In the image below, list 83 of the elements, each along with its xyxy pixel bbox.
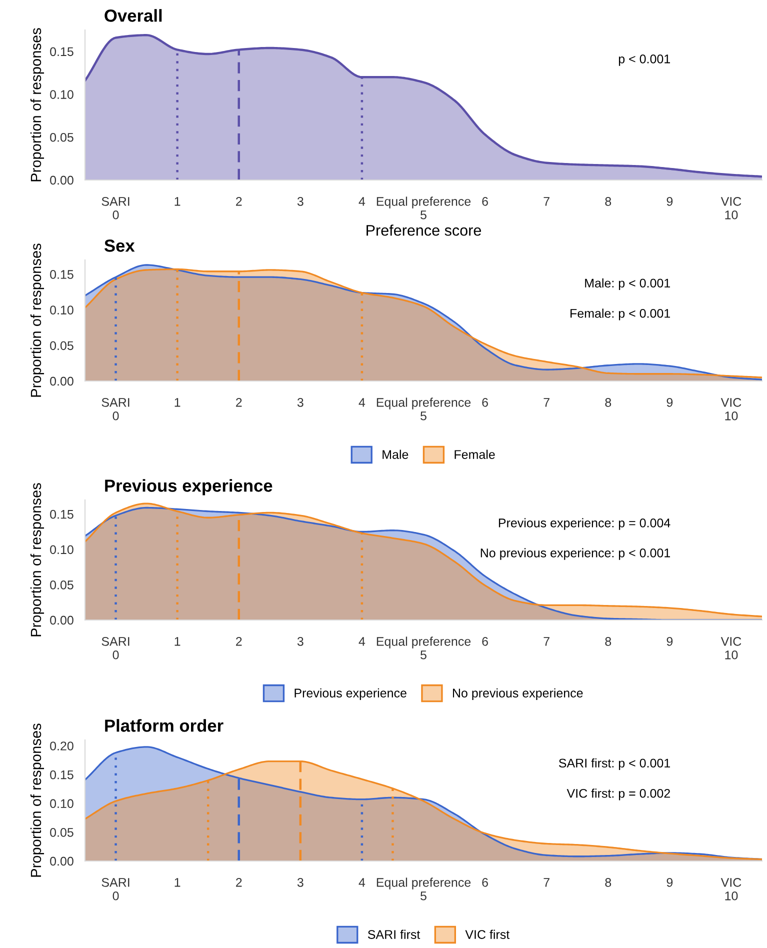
chart-title: Platform order <box>105 719 224 732</box>
x-tick-label: SARI 0 <box>102 878 130 900</box>
x-tick-label: 4 <box>358 878 366 887</box>
y-tick-label: 0.00 <box>50 616 74 625</box>
x-tick-label: 6 <box>482 398 488 407</box>
x-tick-label: 2 <box>236 398 242 407</box>
annotation: No previous experience: p < 0.001 <box>480 548 670 560</box>
x-tick-label: 3 <box>297 636 304 646</box>
x-tick-label: 8 <box>605 196 612 206</box>
y-tick-label: 0.05 <box>50 580 74 590</box>
x-tick-label: 9 <box>666 878 673 887</box>
y-tick-label: 0.20 <box>50 742 74 750</box>
x-tick-label: Equal preference 5 <box>376 196 471 220</box>
x-tick-label: 8 <box>605 878 612 887</box>
x-tick-label: 4 <box>358 197 366 206</box>
y-axis-title: Proportion of responses <box>30 28 44 182</box>
annotation: Male: p < 0.001 <box>585 278 670 290</box>
x-tick-label: 1 <box>174 197 180 206</box>
x-tick-label: 8 <box>605 636 612 646</box>
x-tick-label: 7 <box>544 878 550 887</box>
chart-title: Previous experience <box>105 479 272 496</box>
x-tick-label: 2 <box>236 636 242 646</box>
legend-label: Previous experience <box>294 688 406 700</box>
y-tick-label: 0.15 <box>50 47 74 56</box>
y-tick-label: 0.10 <box>50 799 74 808</box>
x-tick-label: Equal preference 5 <box>376 636 471 660</box>
x-tick-label: VIC 10 <box>720 398 742 420</box>
chart-title: Sex <box>104 240 135 252</box>
x-tick-label: SARI 0 <box>102 636 130 660</box>
annotation: Female: p < 0.001 <box>570 308 670 320</box>
x-tick-label: 2 <box>236 878 242 887</box>
y-tick-label: 0.10 <box>50 306 74 314</box>
x-tick-label: 8 <box>605 398 612 407</box>
chart-title: Overall <box>104 9 162 22</box>
legend-label: No previous experience <box>452 688 583 700</box>
x-tick-label: Equal preference 5 <box>376 878 471 900</box>
x-tick-label: VIC 10 <box>720 636 742 660</box>
x-tick-label: 7 <box>544 637 550 646</box>
legend-label: Female <box>454 450 495 459</box>
x-tick-label: Equal preference 5 <box>376 398 471 420</box>
x-tick-label: 3 <box>297 878 304 887</box>
annotation: VIC first: p = 0.002 <box>566 788 670 800</box>
y-tick-label: 0.05 <box>50 341 74 350</box>
x-tick-label: VIC 10 <box>720 878 742 900</box>
y-tick-label: 0.10 <box>50 90 74 99</box>
x-tick-label: 1 <box>174 398 180 407</box>
y-tick-label: 0.00 <box>50 176 74 185</box>
y-tick-label: 0.15 <box>50 770 74 780</box>
y-tick-label: 0.10 <box>50 545 74 554</box>
x-axis-title: Preference score <box>366 224 481 236</box>
y-axis-title: Proportion of responses <box>30 483 44 636</box>
y-axis-title: Proportion of responses <box>30 724 44 877</box>
x-tick-label: 3 <box>297 196 304 206</box>
annotation: Previous experience: p = 0.004 <box>498 518 670 530</box>
x-tick-label: 6 <box>482 878 488 887</box>
y-axis-title: Proportion of responses <box>30 244 44 397</box>
x-tick-label: SARI 0 <box>102 196 130 220</box>
x-tick-label: 6 <box>482 636 488 646</box>
annotation: p < 0.001 <box>618 54 670 66</box>
legend-label: SARI first <box>368 930 420 939</box>
x-tick-label: 2 <box>236 196 242 206</box>
x-tick-label: 3 <box>297 398 304 407</box>
x-tick-label: VIC 10 <box>720 196 742 220</box>
y-tick-label: 0.00 <box>50 376 74 386</box>
y-tick-label: 0.15 <box>50 510 74 519</box>
y-tick-label: 0.05 <box>50 132 74 142</box>
legend-label: VIC first <box>465 930 510 939</box>
y-tick-label: 0.05 <box>50 828 74 837</box>
x-tick-label: 7 <box>544 197 550 206</box>
x-tick-label: 9 <box>666 636 673 646</box>
x-tick-label: 9 <box>666 196 673 206</box>
annotation: SARI first: p < 0.001 <box>558 758 670 770</box>
x-tick-label: 6 <box>482 196 488 206</box>
x-tick-label: 4 <box>358 398 366 407</box>
legend-label: Male <box>382 450 408 459</box>
x-tick-label: 1 <box>174 878 180 887</box>
x-tick-label: 7 <box>544 398 550 407</box>
x-tick-label: SARI 0 <box>102 398 130 420</box>
y-tick-label: 0.15 <box>50 270 74 279</box>
x-tick-label: 4 <box>358 637 366 646</box>
y-tick-label: 0.00 <box>50 856 74 866</box>
x-tick-label: 1 <box>174 637 180 646</box>
x-tick-label: 9 <box>666 398 673 407</box>
